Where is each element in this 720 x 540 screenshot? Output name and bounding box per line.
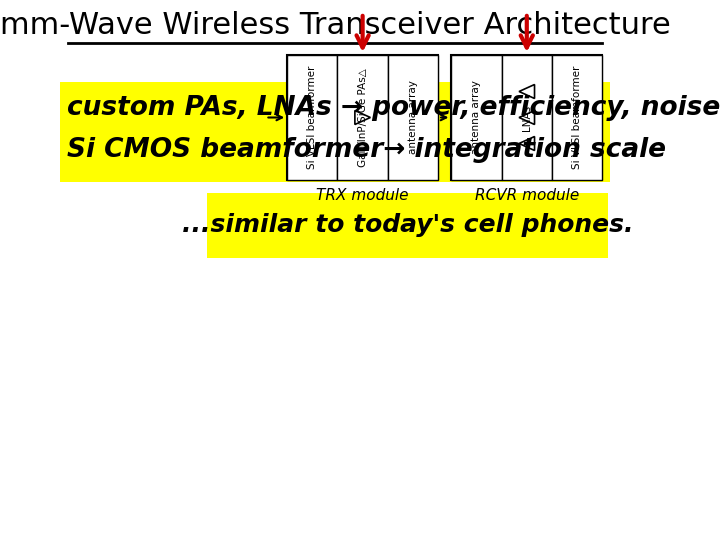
Text: RCVR module: RCVR module	[474, 188, 579, 204]
Bar	[338, 55, 388, 180]
Text: mm-Wave Wireless Transceiver Architecture: mm-Wave Wireless Transceiver Architectur…	[0, 10, 670, 39]
Text: Si VLSI beamformer: Si VLSI beamformer	[572, 66, 582, 169]
Text: LNAs: LNAs	[522, 104, 532, 131]
Bar	[287, 55, 338, 180]
Text: antenna array: antenna array	[408, 80, 418, 154]
Text: custom PAs, LNAs → power, efficiency, noise: custom PAs, LNAs → power, efficiency, no…	[67, 95, 720, 121]
Text: ...similar to today's cell phones.: ...similar to today's cell phones.	[182, 213, 634, 237]
Text: TRX module: TRX module	[316, 188, 409, 204]
Text: Si VLSI beamformer: Si VLSI beamformer	[307, 66, 318, 169]
Bar	[502, 55, 552, 180]
Bar	[451, 55, 603, 180]
Bar	[552, 55, 603, 180]
Bar	[388, 55, 438, 180]
Text: GaN/InP/SiGe PAs△: GaN/InP/SiGe PAs△	[358, 68, 368, 167]
Text: antenna array: antenna array	[472, 80, 482, 154]
Bar	[287, 55, 438, 180]
Bar	[207, 193, 608, 258]
Text: Si CMOS beamformer→ integration scale: Si CMOS beamformer→ integration scale	[67, 137, 666, 163]
Bar	[60, 82, 610, 182]
Bar	[451, 55, 502, 180]
